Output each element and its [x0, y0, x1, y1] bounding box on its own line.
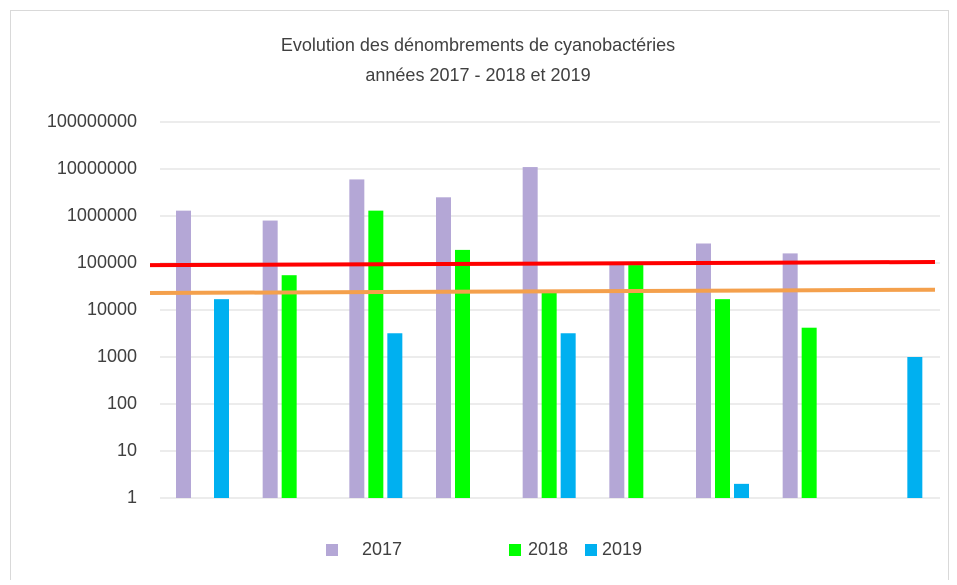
legend-label: 2017 [362, 539, 402, 559]
bar [734, 483, 749, 498]
bar [715, 299, 730, 498]
chart-subtitle: années 2017 - 2018 et 2019 [365, 65, 590, 85]
bar [214, 299, 229, 498]
y-tick-label: 1000000 [67, 205, 137, 225]
bar [522, 167, 538, 498]
legend-label: 2019 [602, 539, 642, 559]
bar [281, 275, 297, 498]
bar [387, 333, 403, 498]
reference-line [149, 260, 936, 268]
y-tick-label: 10000 [87, 299, 137, 319]
bar [262, 220, 278, 499]
y-tick-label: 1 [127, 487, 137, 507]
y-tick-label: 100000 [77, 252, 137, 272]
y-tick-label: 100 [107, 393, 137, 413]
legend-marker [509, 544, 521, 556]
reference-line [149, 287, 936, 295]
bar [455, 249, 470, 498]
y-tick-label: 10000000 [57, 158, 137, 178]
bar [368, 210, 384, 499]
bar [436, 197, 451, 498]
y-tick-label: 100000000 [47, 111, 137, 131]
chart-title: Evolution des dénombrements de cyanobact… [281, 35, 675, 55]
bar [907, 357, 923, 498]
bar [349, 179, 365, 499]
legend-marker [326, 544, 338, 556]
y-tick-label: 1000 [97, 346, 137, 366]
bar [609, 264, 625, 498]
bar [801, 327, 817, 498]
bar [628, 265, 644, 498]
bar [560, 333, 576, 498]
legend-label: 2018 [528, 539, 568, 559]
bar [782, 253, 798, 498]
bar [176, 210, 191, 499]
bar [696, 243, 711, 498]
legend-marker [585, 544, 597, 556]
bar [541, 292, 557, 498]
y-tick-label: 10 [117, 440, 137, 460]
